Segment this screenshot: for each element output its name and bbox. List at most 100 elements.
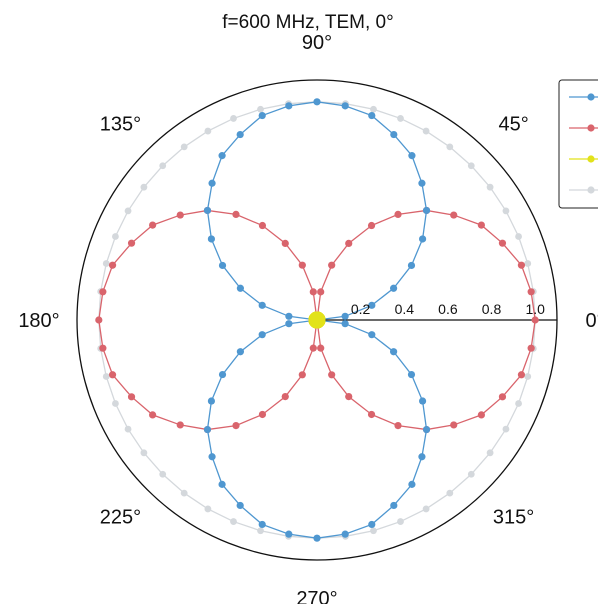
series-0-point <box>313 534 321 542</box>
series-0-point <box>422 425 431 434</box>
series-0-point <box>208 179 216 187</box>
series-0-point <box>390 284 398 292</box>
series-1-point <box>176 211 184 219</box>
series-3-point <box>257 105 264 113</box>
radial-tick-label: 0.6 <box>438 301 458 317</box>
series-1-point <box>477 221 485 229</box>
series-1-point <box>328 371 336 379</box>
radial-tick-label: 1.0 <box>525 301 545 317</box>
series-0-point <box>218 152 226 160</box>
series-0-point <box>218 261 227 270</box>
series-1-point <box>317 288 325 296</box>
series-1-point <box>95 316 103 324</box>
series-1-point <box>367 221 376 230</box>
legend-entry <box>569 124 598 132</box>
series-1-point <box>517 371 526 379</box>
series-3-point <box>159 162 167 170</box>
legend-entry <box>569 186 598 194</box>
series-0-point <box>285 530 293 538</box>
series-3-point <box>467 470 475 478</box>
series-0-point <box>341 320 349 328</box>
legend-swatch-marker <box>587 124 595 132</box>
series-1-point <box>498 393 507 401</box>
series-1-point <box>309 288 317 296</box>
series-1-point <box>149 221 157 229</box>
series-0-point <box>407 370 416 379</box>
series-3-point <box>140 183 148 191</box>
series-1-point <box>99 288 107 296</box>
series-0-point <box>418 453 426 461</box>
series-3-point <box>397 518 404 525</box>
series-1-point <box>127 239 136 247</box>
series-0-point <box>418 397 427 405</box>
radial-tick-labels: 0.2 0.4 0.6 0.8 1.0 <box>351 301 545 317</box>
series-0-point <box>341 530 349 538</box>
series-0-point <box>368 520 376 529</box>
series-0-point <box>236 348 244 356</box>
series-0-point <box>408 152 416 160</box>
series-3-point <box>486 183 494 191</box>
series-0-point <box>418 179 426 187</box>
series-0-point <box>203 206 212 215</box>
series-3-point <box>422 127 430 135</box>
series-1-point <box>258 221 267 230</box>
series-1-point <box>176 421 184 429</box>
series-1-point <box>450 211 458 219</box>
legend-entry <box>569 155 598 163</box>
chart-title: f=600 MHz, TEM, 0° <box>222 12 393 33</box>
series-3-point <box>446 489 454 497</box>
series-1-point <box>517 261 526 269</box>
series-1-point <box>477 411 485 419</box>
legend-swatch-marker <box>587 186 595 194</box>
series-1-point <box>345 393 353 401</box>
series-1-point <box>232 421 240 430</box>
series-3-point <box>524 260 532 267</box>
series-0-point <box>285 102 293 110</box>
series-1 <box>95 206 539 434</box>
legend-swatch-marker <box>587 155 595 163</box>
angle-tick-label: 225° <box>100 507 141 529</box>
series-3-point <box>204 505 212 513</box>
series-0-point <box>341 312 349 320</box>
series-layer <box>95 98 539 542</box>
series-3-point <box>140 449 148 457</box>
series-3-point <box>180 489 188 497</box>
radial-tick-label: 0.2 <box>351 301 371 317</box>
radial-tick-label: 0.4 <box>395 301 415 317</box>
series-3-point <box>112 233 119 240</box>
angle-tick-label: 0° <box>585 310 598 332</box>
series-0-point <box>418 235 427 243</box>
series-3-point <box>397 115 404 122</box>
series-3-point <box>422 505 430 513</box>
series-0-point <box>390 130 398 139</box>
series-1-point <box>108 261 117 269</box>
legend <box>558 79 598 209</box>
series-0-point <box>390 348 398 356</box>
angle-tick-label: 90° <box>302 32 332 54</box>
series-0-point <box>285 312 293 320</box>
series-0-point <box>407 261 416 270</box>
series-3-point <box>370 527 377 535</box>
series-1-point <box>527 344 535 352</box>
series-3-point <box>370 105 377 113</box>
angle-tick-label: 45° <box>498 113 528 135</box>
series-3-point <box>204 127 212 135</box>
angle-tick-label: 135° <box>100 113 141 135</box>
series-1-point <box>450 421 458 429</box>
series-3-point <box>515 233 522 240</box>
series-1-point <box>394 210 402 219</box>
angle-tick-label: 270° <box>296 588 337 604</box>
series-1-point <box>99 344 107 352</box>
series-1-point <box>127 393 136 401</box>
series-0-point <box>422 206 431 215</box>
series-1-point <box>367 410 376 419</box>
series-1-point <box>298 261 306 269</box>
series-0-point <box>258 520 266 529</box>
series-0-point <box>203 425 212 434</box>
series-0-point <box>236 501 244 510</box>
series-0-point <box>236 130 244 139</box>
series-2 <box>308 311 326 329</box>
series-2-point <box>308 311 326 329</box>
series-0-point <box>258 111 266 120</box>
series-1-point <box>281 393 289 401</box>
